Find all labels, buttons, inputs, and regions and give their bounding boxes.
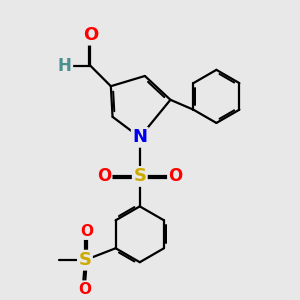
Text: O: O <box>80 224 93 239</box>
Text: O: O <box>79 282 92 297</box>
Text: S: S <box>133 167 146 185</box>
Text: O: O <box>97 167 111 185</box>
Text: O: O <box>168 167 183 185</box>
Text: O: O <box>83 26 98 44</box>
Text: S: S <box>79 251 92 269</box>
Text: N: N <box>132 128 147 146</box>
Text: H: H <box>58 57 72 75</box>
